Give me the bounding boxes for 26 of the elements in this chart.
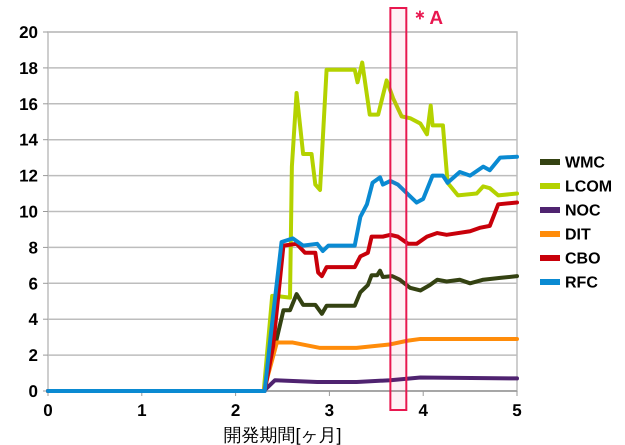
y-tick-label: 20 [19, 22, 38, 42]
y-tick-label: 16 [19, 94, 38, 114]
line-series [46, 154, 519, 393]
x-tick-label: 4 [418, 401, 428, 420]
x-tick-label: 1 [137, 401, 147, 420]
y-tick-label: 18 [19, 58, 38, 78]
y-tick-label: 14 [19, 130, 39, 150]
x-axis-title: 開発期間[ヶ月] [223, 425, 342, 445]
y-tick-label: 0 [28, 382, 38, 401]
x-tick-label: 3 [324, 401, 334, 420]
legend-label: NOC [565, 202, 601, 220]
band-label: ＊A [410, 8, 444, 29]
legend-label: WMC [565, 154, 606, 172]
legend-label: LCOM [565, 178, 612, 196]
y-tick-label: 6 [28, 274, 38, 294]
legend-label: CBO [565, 250, 601, 268]
legend-label: RFC [565, 274, 598, 292]
x-tick-label: 5 [512, 401, 522, 420]
x-tick-label: 0 [43, 401, 53, 420]
y-tick-label: 2 [28, 346, 38, 366]
y-tick-label: 8 [28, 238, 38, 258]
y-tick-label: 4 [28, 310, 39, 330]
y-tick-label: 10 [19, 202, 38, 222]
legend-label: DIT [565, 226, 591, 244]
x-tick-label: 2 [230, 401, 240, 420]
y-tick-label: 12 [19, 166, 38, 186]
